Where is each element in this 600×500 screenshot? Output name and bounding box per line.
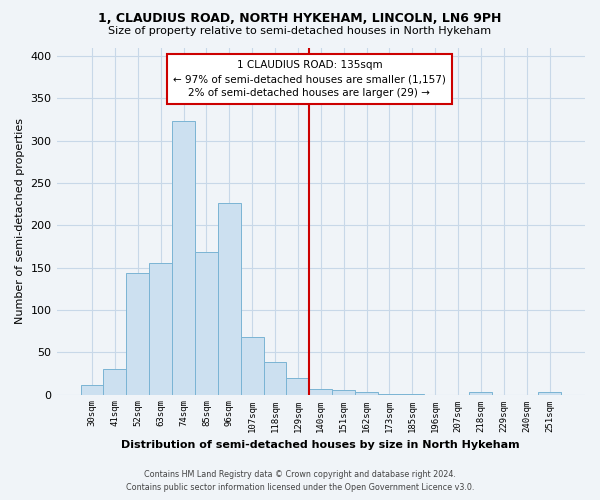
Bar (195, 252, 218, 394)
Bar (538, 392, 561, 394)
Bar (103, 369, 127, 394)
Bar (172, 121, 195, 394)
Text: Contains HM Land Registry data © Crown copyright and database right 2024.
Contai: Contains HM Land Registry data © Crown c… (126, 470, 474, 492)
Bar (241, 337, 263, 394)
Text: 1 CLAUDIUS ROAD: 135sqm
← 97% of semi-detached houses are smaller (1,157)
2% of : 1 CLAUDIUS ROAD: 135sqm ← 97% of semi-de… (173, 60, 446, 98)
Bar (310, 388, 332, 394)
Text: Size of property relative to semi-detached houses in North Hykeham: Size of property relative to semi-detach… (109, 26, 491, 36)
Bar (218, 204, 241, 394)
Bar (355, 392, 378, 394)
Text: 1, CLAUDIUS ROAD, NORTH HYKEHAM, LINCOLN, LN6 9PH: 1, CLAUDIUS ROAD, NORTH HYKEHAM, LINCOLN… (98, 12, 502, 26)
Bar (332, 390, 355, 394)
Bar (469, 392, 493, 394)
Bar (80, 385, 103, 394)
Bar (286, 378, 310, 394)
Bar (263, 362, 286, 394)
X-axis label: Distribution of semi-detached houses by size in North Hykeham: Distribution of semi-detached houses by … (121, 440, 520, 450)
Y-axis label: Number of semi-detached properties: Number of semi-detached properties (15, 118, 25, 324)
Bar (127, 272, 149, 394)
Bar (149, 264, 172, 394)
